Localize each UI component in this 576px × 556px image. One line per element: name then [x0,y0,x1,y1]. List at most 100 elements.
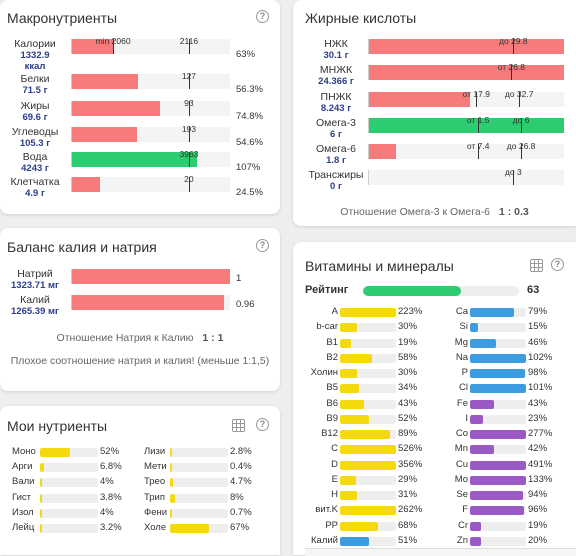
macro-percent: 63% [236,49,256,60]
balance-name: Натрий [17,268,53,280]
fat-target-tick [513,170,515,185]
vit-name: PP [325,519,338,531]
question-circle-icon[interactable]: ? [256,239,269,252]
fat-value: 0 г [330,181,342,192]
vit-name: Si [459,321,468,333]
fat-label: Омега-6 1.8 г [305,144,367,167]
macro-target-label: 2116 [179,36,199,46]
fat-target-label: до 26.8 [506,141,536,151]
my-nutrient-row: Холе 67% [142,522,278,535]
vit-percent: 277% [528,428,553,439]
rating-bar-fill [363,286,462,296]
vit-bar-fill [470,460,526,470]
vit-bar [470,491,526,500]
macronutrients-title: Макронутриенты [7,10,118,26]
vit-percent: 19% [528,519,548,531]
fat-name: МНЖК [319,64,353,76]
my-nutrient-row: Арги 6.8% [2,461,138,474]
vit-bar [470,384,526,394]
my-nutrient-name: Лейц [12,522,35,533]
vit-bar [470,369,526,378]
fat-target-tick [478,144,480,159]
sodium-ratio: Отношение Натрия к Калию 1 : 1 [0,332,280,344]
vit-bar-fill [470,491,523,500]
fat-target-tick [511,65,513,80]
my-nutrient-percent: 2.8% [230,446,252,457]
vit-percent: 101% [528,382,553,394]
macro-name: Углеводы [11,126,59,138]
macro-bar: 3963 [71,149,230,167]
my-nutrient-percent: 67% [230,522,250,533]
fat-bar-fill [369,39,564,54]
vit-bar-fill [470,308,515,317]
fat-target-tick [521,118,523,133]
rating-bar [363,286,519,296]
macro-bar: min 2060 2116 [71,36,230,54]
fat-target-label: до 3 [504,167,522,177]
fatty-acids-title: Жирные кислоты [305,10,417,26]
vit-name: B6 [326,397,338,409]
my-nutrient-bar [170,508,228,518]
my-nutrient-name: Изол [12,506,34,518]
balance-bar [71,269,230,284]
vit-bar-fill [340,460,396,470]
vit-percent: 94% [528,489,548,500]
vit-percent: 34% [398,382,418,394]
vit-percent: 356% [398,458,423,470]
vit-bar [340,369,396,378]
fat-bar: от 26.8 [368,62,564,80]
vit-bar-fill [340,338,351,348]
question-circle-icon[interactable]: ? [551,258,564,271]
balance-bar-fill [72,269,230,284]
sodium-potassium-card: Баланс калия и натрия ? Натрий 1323.71 мг… [0,228,280,391]
my-nutrient-bar [40,478,98,488]
vit-bar-fill [470,506,524,516]
vit-name: B2 [326,351,338,363]
vit-bar-fill [340,414,370,424]
macro-target-tick [188,127,190,142]
vit-percent: 46% [528,336,548,348]
fat-label: Омега-3 6 г [305,117,367,141]
vit-name: Cu [455,458,468,470]
fat-target-tick [519,92,521,107]
fat-target-tick [513,39,515,54]
fat-bar-fill [369,118,564,133]
my-nutrient-percent: 4% [100,476,114,488]
my-nutrient-percent: 6.8% [100,461,122,473]
fat-name: ПНЖК [320,91,352,103]
my-nutrient-row: Лизи 2.8% [142,446,278,459]
my-nutrient-bar [40,448,98,457]
vit-bar [470,353,526,363]
my-nutrient-fill [170,508,172,518]
question-circle-icon[interactable]: ? [256,418,269,431]
my-nutrient-row: Мети 0.4% [142,461,278,474]
vit-percent: 31% [398,489,418,500]
macro-label: Клетчатка 4.9 г [0,177,70,200]
my-nutrient-bar [40,463,98,473]
vit-bar-fill [470,414,483,424]
macro-target-tick [188,39,190,54]
fat-name: Омега-3 [315,117,356,129]
vit-bar-fill [340,521,379,531]
fat-value: 30.1 г [323,50,349,61]
vit-name: H [331,489,338,500]
table-grid-icon[interactable] [530,259,543,272]
my-nutrient-fill [170,493,175,503]
macro-target-label: min 2060 [95,36,131,46]
vit-percent: 30% [398,321,418,333]
vit-bar-fill [340,399,365,409]
table-grid-icon[interactable] [232,419,245,432]
vit-percent: 23% [528,412,548,424]
vit-percent: 15% [528,321,548,333]
rating-value: 63 [527,284,540,296]
omega-ratio-value: 1 : 0.3 [498,206,529,218]
balance-name: Калий [20,294,50,306]
question-circle-icon[interactable]: ? [256,10,269,23]
macro-label: Калории 1332.9 ккал [0,39,70,73]
my-nutrient-percent: 4% [100,506,114,518]
fat-target-label: до 29.8 [499,36,528,46]
fat-bar: до 3 [368,167,564,185]
fat-value: 6 г [330,129,342,140]
macro-label: Белки 71.5 г [0,74,70,97]
my-nutrient-bar [170,463,228,473]
